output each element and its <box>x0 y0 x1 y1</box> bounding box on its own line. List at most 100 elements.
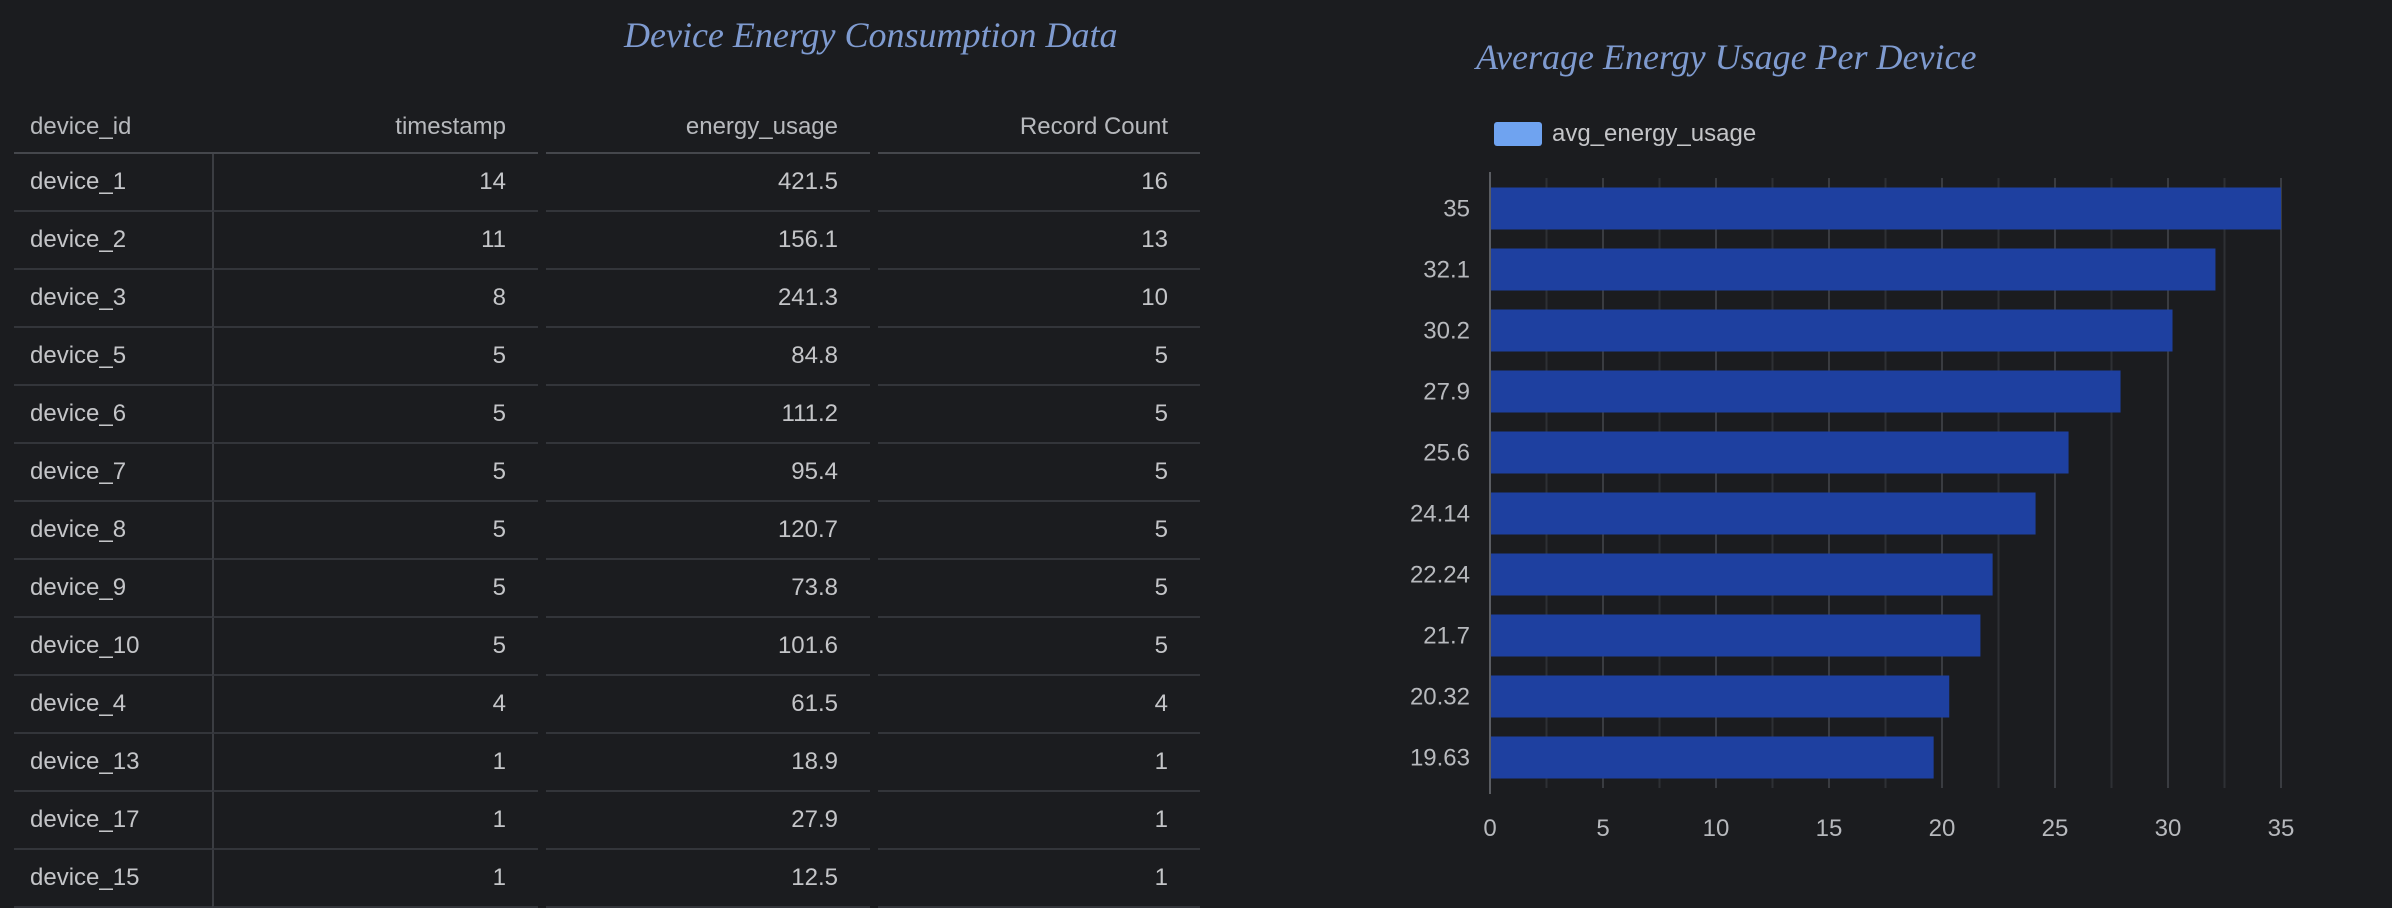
table-cell: 5 <box>212 444 538 502</box>
bar <box>1490 614 1981 657</box>
table-cell: 10 <box>878 270 1200 328</box>
column-header[interactable]: energy_usage <box>546 102 870 154</box>
y-tick-label: 27.9 <box>1423 379 1470 406</box>
table-cell: device_17 <box>14 792 212 850</box>
table-cell: device_7 <box>14 444 212 502</box>
table-cell: 5 <box>212 560 538 618</box>
table-cell: 13 <box>878 212 1200 270</box>
table-cell: device_1 <box>14 154 212 212</box>
bar <box>1490 492 2036 535</box>
column-header[interactable]: Record Count <box>878 102 1200 154</box>
table-cell: 5 <box>212 386 538 444</box>
table-cell: 84.8 <box>546 328 870 386</box>
table-cell: 101.6 <box>546 618 870 676</box>
x-tick-label: 20 <box>1929 815 1956 842</box>
bar <box>1490 248 2216 291</box>
table-row: device_6 5 111.2 5 <box>14 386 1200 444</box>
table-row: device_17 1 27.9 1 <box>14 792 1200 850</box>
table-cell: 18.9 <box>546 734 870 792</box>
table-header-row: device_id timestamp energy_usage Record Cou… <box>14 102 1200 154</box>
table-cell: 1 <box>878 792 1200 850</box>
table-row: device_4 4 61.5 4 <box>14 676 1200 734</box>
bar-chart: avg_energy_usage 35 32.1 30.2 27.9 25.6 24.14… <box>1370 100 2392 908</box>
table-cell: 156.1 <box>546 212 870 270</box>
table-cell: 14 <box>212 154 538 212</box>
data-table: device_id timestamp energy_usage Record Cou… <box>14 102 1200 908</box>
table-cell: device_8 <box>14 502 212 560</box>
table-cell: 16 <box>878 154 1200 212</box>
table-cell: device_4 <box>14 676 212 734</box>
table-cell: 1 <box>212 734 538 792</box>
table-cell: 61.5 <box>546 676 870 734</box>
x-tick-label: 30 <box>2155 815 2182 842</box>
table-cell: 120.7 <box>546 502 870 560</box>
y-tick-label: 20.32 <box>1410 684 1470 711</box>
table-row: device_13 1 18.9 1 <box>14 734 1200 792</box>
table-cell: device_2 <box>14 212 212 270</box>
y-tick-label: 21.7 <box>1423 623 1470 650</box>
column-header[interactable]: timestamp <box>212 102 538 154</box>
legend-label: avg_energy_usage <box>1552 120 1757 147</box>
y-tick-label: 32.1 <box>1423 257 1470 284</box>
table-cell: 5 <box>878 618 1200 676</box>
bar <box>1490 431 2069 474</box>
table-cell: 1 <box>212 850 538 908</box>
table-cell: device_5 <box>14 328 212 386</box>
table-cell: 241.3 <box>546 270 870 328</box>
table-row: device_5 5 84.8 5 <box>14 328 1200 386</box>
table-cell: 11 <box>212 212 538 270</box>
table-cell: 1 <box>878 850 1200 908</box>
table-cell: 4 <box>212 676 538 734</box>
chart-title: Average Energy Usage Per Device <box>1476 37 1977 77</box>
table-row: device_10 5 101.6 5 <box>14 618 1200 676</box>
table-cell: 5 <box>878 444 1200 502</box>
bar <box>1490 370 2121 413</box>
table-row: device_9 5 73.8 5 <box>14 560 1200 618</box>
y-tick-label: 35 <box>1443 196 1470 223</box>
legend-swatch <box>1494 122 1542 146</box>
y-tick-label: 25.6 <box>1423 440 1470 467</box>
table-title: Device Energy Consumption Data <box>624 15 1118 55</box>
bar <box>1490 675 1950 718</box>
table-cell: 5 <box>878 386 1200 444</box>
x-tick-label: 15 <box>1816 815 1843 842</box>
table-cell: 5 <box>878 502 1200 560</box>
table-cell: 27.9 <box>546 792 870 850</box>
table-cell: device_15 <box>14 850 212 908</box>
table-row: device_2 11 156.1 13 <box>14 212 1200 270</box>
y-tick-label: 24.14 <box>1410 501 1470 528</box>
table-row: device_1 14 421.5 16 <box>14 154 1200 212</box>
table-row: device_8 5 120.7 5 <box>14 502 1200 560</box>
table-cell: 95.4 <box>546 444 870 502</box>
table-cell: 73.8 <box>546 560 870 618</box>
table-cell: 12.5 <box>546 850 870 908</box>
y-tick-label: 30.2 <box>1423 318 1470 345</box>
table-cell: 8 <box>212 270 538 328</box>
chart-legend[interactable]: avg_energy_usage <box>1494 120 1756 148</box>
table-cell: 5 <box>878 328 1200 386</box>
bar <box>1490 736 1934 779</box>
table-row: device_7 5 95.4 5 <box>14 444 1200 502</box>
x-tick-label: 10 <box>1703 815 1730 842</box>
bar <box>1490 187 2281 230</box>
table-row: device_3 8 241.3 10 <box>14 270 1200 328</box>
chart-canvas: 35 32.1 30.2 27.9 25.6 24.14 22.24 21.7 20.32 19.… <box>1410 172 2295 842</box>
bar <box>1490 553 1993 596</box>
table-cell: 5 <box>212 502 538 560</box>
bar <box>1490 309 2173 352</box>
column-header[interactable]: device_id <box>14 102 212 154</box>
table-cell: 1 <box>212 792 538 850</box>
table-cell: 1 <box>878 734 1200 792</box>
table-cell: 5 <box>212 328 538 386</box>
table-cell: 4 <box>878 676 1200 734</box>
table-cell: 5 <box>878 560 1200 618</box>
table-cell: device_10 <box>14 618 212 676</box>
y-tick-label: 22.24 <box>1410 562 1470 589</box>
x-tick-label: 25 <box>2042 815 2069 842</box>
x-tick-label: 5 <box>1596 815 1609 842</box>
table-cell: device_3 <box>14 270 212 328</box>
table-cell: device_6 <box>14 386 212 444</box>
x-tick-label: 35 <box>2268 815 2295 842</box>
table-cell: 421.5 <box>546 154 870 212</box>
table-cell: device_9 <box>14 560 212 618</box>
